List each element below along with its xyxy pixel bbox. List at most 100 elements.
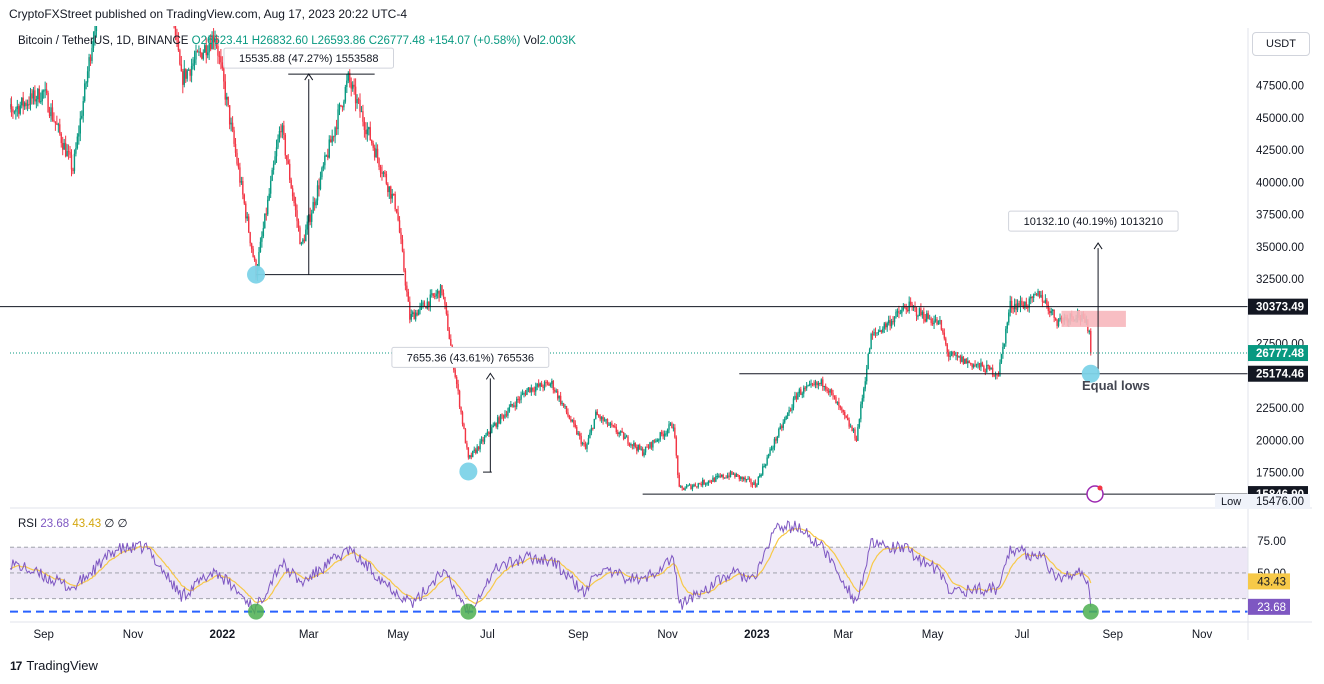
candle-body — [641, 448, 644, 456]
candle-body — [637, 445, 639, 451]
candle-body — [826, 389, 828, 391]
candles — [10, 26, 1092, 492]
candle-body — [996, 374, 998, 376]
candle-body — [703, 479, 705, 485]
candle-body — [212, 35, 215, 43]
candle-body — [619, 431, 622, 433]
candle-body — [63, 142, 65, 150]
candle-body — [392, 193, 395, 195]
candle-body — [37, 88, 39, 100]
candle-body — [950, 352, 953, 356]
candle-body — [445, 304, 448, 314]
price-label-box — [1248, 345, 1308, 362]
candle-body — [338, 104, 341, 110]
candle-body — [391, 193, 393, 199]
candle-body — [586, 443, 588, 449]
time-tick-label: May — [922, 629, 944, 641]
candle-body — [892, 321, 894, 323]
candle-body — [876, 332, 878, 334]
rsi-ma-value: 43.43 — [72, 518, 102, 530]
candle-body — [423, 302, 426, 307]
candle-body — [983, 366, 985, 372]
candle-body — [649, 442, 651, 448]
symbol-name[interactable]: Bitcoin / TetherUS, 1D, BINANCE — [18, 35, 189, 47]
event-dot-icon — [1097, 485, 1103, 491]
candle-body — [486, 431, 489, 436]
candle-body — [48, 112, 51, 117]
candle-body — [337, 109, 339, 130]
candle-body — [663, 433, 666, 437]
rsi-marker — [248, 603, 265, 620]
candle-body — [967, 361, 969, 364]
candle-body — [748, 478, 751, 480]
candle-body — [772, 447, 774, 450]
candle-body — [617, 432, 619, 434]
candle-body — [1003, 343, 1006, 347]
candle-body — [510, 404, 512, 408]
candle-body — [849, 426, 852, 428]
currency-button[interactable]: USDT — [1252, 32, 1310, 56]
candle-body — [278, 130, 281, 139]
candle-body — [808, 383, 811, 386]
candle-body — [548, 383, 550, 386]
candle-body — [742, 477, 745, 480]
candle-body — [542, 386, 544, 389]
candle-body — [639, 445, 641, 450]
candle-body — [438, 290, 440, 298]
candle-body — [578, 433, 581, 436]
candle-body — [325, 155, 328, 157]
candle-body — [38, 88, 40, 102]
candle-body — [759, 474, 761, 477]
candle-body — [529, 387, 531, 393]
rsi-tick-label: 75.00 — [1257, 536, 1286, 548]
candle-body — [589, 432, 591, 439]
candle-body — [245, 203, 247, 219]
candle-body — [284, 134, 287, 156]
candle-body — [672, 427, 675, 429]
candle-body — [385, 173, 388, 184]
candle-body — [397, 212, 399, 221]
candle-body — [807, 385, 809, 387]
candle-body — [12, 109, 14, 112]
supply-zone — [1061, 310, 1126, 327]
candle-body — [599, 416, 601, 420]
candle-body — [1090, 330, 1092, 353]
candle-body — [684, 488, 686, 490]
candle-body — [425, 306, 427, 309]
candle-body — [628, 443, 631, 446]
rsi-label[interactable]: RSI — [18, 518, 38, 530]
candle-body — [877, 331, 880, 333]
low-label-value: 15476.00 — [1256, 496, 1304, 508]
candle-body — [778, 428, 780, 437]
rsi-pane — [9, 520, 1248, 620]
tradingview-footer[interactable]: 17 TradingView — [10, 658, 98, 673]
candle-body — [185, 68, 187, 79]
candle-body — [228, 105, 231, 125]
candle-body — [89, 57, 92, 61]
candle-body — [249, 232, 251, 244]
candle-body — [930, 318, 932, 323]
candle-body — [605, 419, 607, 421]
candle-body — [839, 405, 842, 408]
candle-body — [939, 320, 941, 322]
candle-body — [652, 440, 654, 448]
candle-body — [1053, 309, 1055, 318]
candle-body — [965, 358, 967, 364]
candle-body — [271, 169, 273, 181]
candle-body — [895, 311, 897, 318]
candle-body — [419, 305, 421, 310]
candle-body — [253, 256, 256, 260]
candle-body — [726, 475, 729, 478]
candle-body — [234, 143, 237, 153]
candle-body — [40, 101, 42, 103]
candle-body — [715, 476, 717, 482]
candle-body — [1024, 301, 1026, 309]
candle-body — [627, 436, 629, 444]
candle-body — [723, 477, 726, 479]
candle-body — [467, 447, 470, 458]
candle-body — [564, 406, 566, 408]
candle-body — [57, 124, 60, 126]
candle-body — [357, 99, 360, 101]
candle-body — [803, 387, 805, 394]
candle-body — [773, 438, 776, 448]
